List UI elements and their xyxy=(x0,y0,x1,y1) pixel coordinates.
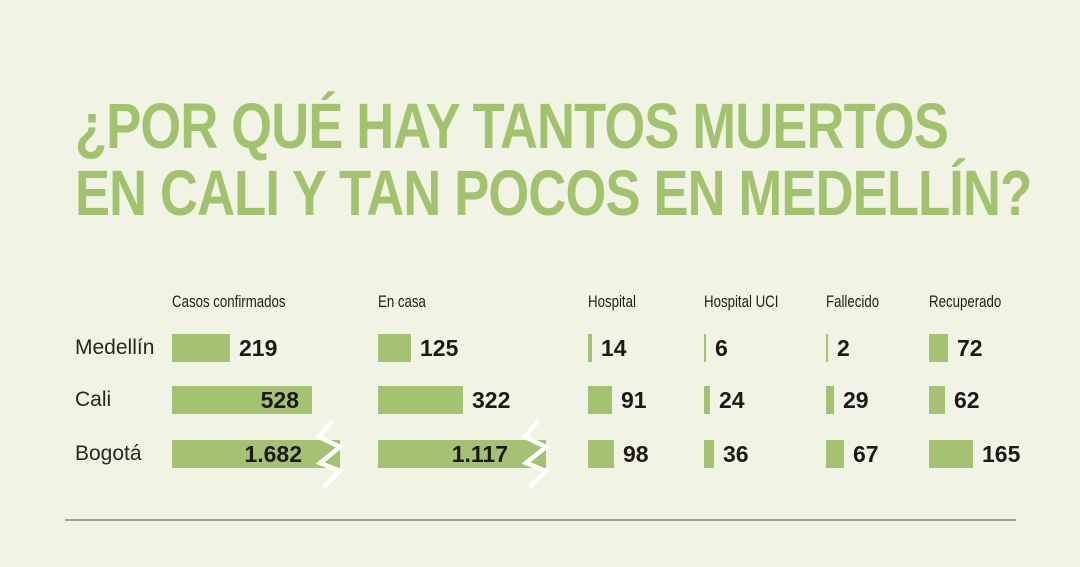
value-bar xyxy=(929,386,945,414)
row-label-bogota: Bogotá xyxy=(75,442,142,465)
page-title: ¿POR QUÉ HAY TANTOS MUERTOS EN CALI Y TAN… xyxy=(75,90,1032,229)
value-label: 6 xyxy=(715,335,728,361)
column-header-en-casa: En casa xyxy=(378,292,426,311)
value-label: 29 xyxy=(843,387,869,413)
value-bar xyxy=(378,440,546,468)
value-label: 14 xyxy=(601,335,627,361)
value-label: 165 xyxy=(982,441,1021,467)
value-label: 98 xyxy=(623,441,649,467)
value-bar xyxy=(704,386,710,414)
column-header-casos-confirmados: Casos confirmados xyxy=(172,292,286,311)
value-bar xyxy=(378,386,463,414)
axis-break-zigzag-icon xyxy=(315,419,345,492)
value-bar xyxy=(826,440,844,468)
row-label-medellin: Medellín xyxy=(75,336,155,359)
column-header-hospital: Hospital xyxy=(588,292,636,311)
value-label: 1.117 xyxy=(451,441,508,467)
value-label: 2 xyxy=(837,335,850,361)
value-bar xyxy=(172,386,312,414)
value-label: 62 xyxy=(954,387,980,413)
value-bar xyxy=(929,440,973,468)
value-bar xyxy=(826,386,834,414)
value-label: 24 xyxy=(719,387,745,413)
value-bar xyxy=(826,334,828,362)
value-bar xyxy=(704,440,714,468)
value-label: 36 xyxy=(723,441,749,467)
page-title-line1: ¿POR QUÉ HAY TANTOS MUERTOS xyxy=(75,90,949,162)
value-bar xyxy=(704,334,706,362)
value-label: 219 xyxy=(239,335,278,361)
column-header-fallecido: Fallecido xyxy=(826,292,880,311)
value-bar xyxy=(588,334,592,362)
value-label: 528 xyxy=(260,387,299,413)
value-bar xyxy=(172,440,340,468)
page-title-line2: EN CALI Y TAN POCOS EN MEDELLÍN? xyxy=(75,157,1032,229)
value-bar xyxy=(588,386,612,414)
column-header-recuperado: Recuperado xyxy=(929,292,1002,311)
row-label-cali: Cali xyxy=(75,388,112,411)
value-label: 125 xyxy=(420,335,459,361)
value-label: 72 xyxy=(957,335,983,361)
value-bar xyxy=(588,440,614,468)
value-label: 91 xyxy=(621,387,647,413)
value-label: 322 xyxy=(472,387,511,413)
value-label: 1.682 xyxy=(244,441,302,467)
column-header-hospital-uci: Hospital UCI xyxy=(704,292,779,311)
bottom-divider xyxy=(65,519,1016,521)
value-label: 67 xyxy=(853,441,879,467)
axis-break-zigzag-icon xyxy=(521,419,551,492)
value-bar xyxy=(172,334,230,362)
value-bar xyxy=(929,334,948,362)
value-bar xyxy=(378,334,411,362)
